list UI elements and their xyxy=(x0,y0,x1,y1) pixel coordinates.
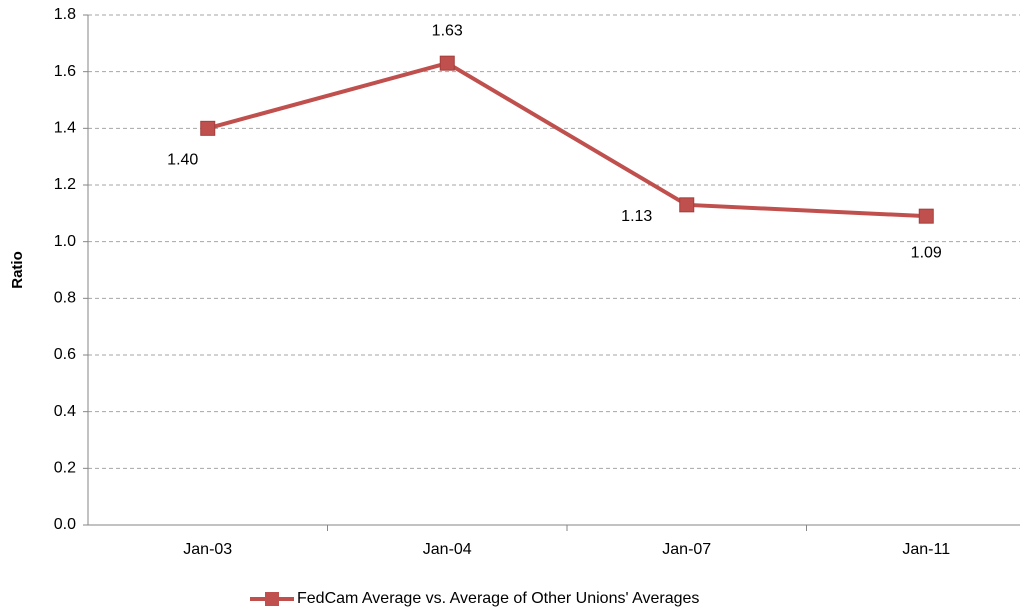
point-marker xyxy=(918,208,934,224)
y-tick-label: 1.8 xyxy=(54,6,76,23)
legend-label: FedCam Average vs. Average of Other Unio… xyxy=(297,590,699,607)
y-tick-label: 0.6 xyxy=(54,346,76,363)
y-axis-label: Ratio xyxy=(9,251,26,289)
x-tick-label: Jan-07 xyxy=(662,541,711,558)
point-marker xyxy=(200,120,216,136)
x-tick-label: Jan-11 xyxy=(902,541,950,558)
legend-marker xyxy=(265,592,279,606)
y-tick-label: 1.6 xyxy=(54,63,76,80)
y-tick-label: 0.2 xyxy=(54,460,76,477)
y-tick-label: 1.2 xyxy=(54,176,76,193)
y-tick-label: 0.4 xyxy=(54,403,76,420)
data-label: 1.40 xyxy=(167,152,198,169)
y-tick-label: 0.0 xyxy=(54,516,76,533)
x-tick-label: Jan-03 xyxy=(183,541,232,558)
point-marker xyxy=(679,197,695,213)
point-marker xyxy=(439,55,455,71)
x-tick-label: Jan-04 xyxy=(423,541,472,558)
data-label: 1.13 xyxy=(621,208,652,225)
data-label: 1.63 xyxy=(432,22,463,39)
y-tick-label: 0.8 xyxy=(54,290,76,307)
y-tick-label: 1.4 xyxy=(54,120,76,137)
series-line xyxy=(207,61,927,219)
y-tick-label: 1.0 xyxy=(54,233,76,250)
data-label: 1.09 xyxy=(911,244,942,261)
